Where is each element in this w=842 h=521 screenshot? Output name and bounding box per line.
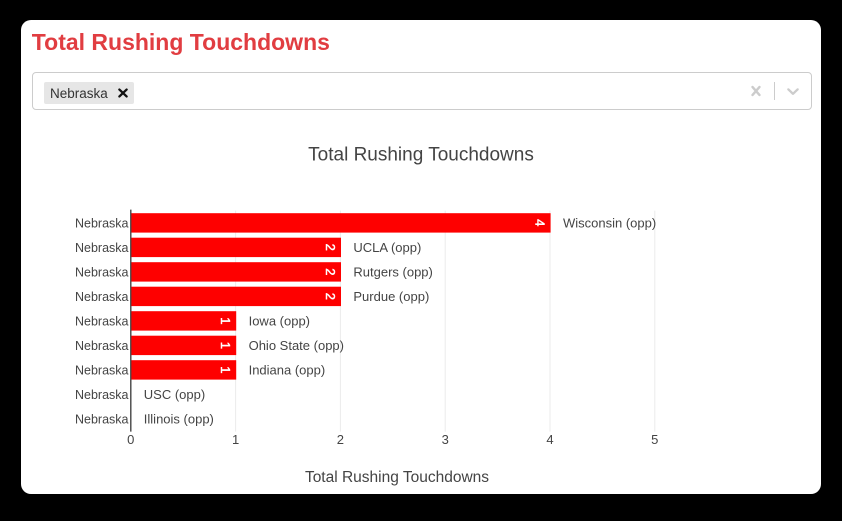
svg-text:Illinois (opp): Illinois (opp)	[144, 412, 214, 427]
svg-text:2: 2	[337, 432, 344, 447]
svg-text:Nebraska: Nebraska	[75, 363, 129, 377]
svg-text:Nebraska: Nebraska	[75, 314, 129, 328]
svg-text:Purdue (opp): Purdue (opp)	[353, 289, 429, 304]
svg-text:UCLA (opp): UCLA (opp)	[353, 240, 421, 255]
svg-text:Wisconsin (opp): Wisconsin (opp)	[563, 216, 656, 231]
svg-text:2: 2	[323, 268, 338, 275]
svg-text:1: 1	[218, 366, 233, 373]
svg-text:2: 2	[323, 293, 338, 300]
svg-text:Nebraska: Nebraska	[75, 339, 129, 353]
svg-text:2: 2	[323, 244, 338, 251]
svg-text:Nebraska: Nebraska	[75, 388, 129, 402]
svg-text:3: 3	[442, 432, 449, 447]
svg-text:4: 4	[532, 219, 547, 226]
svg-text:Total Rushing Touchdowns: Total Rushing Touchdowns	[305, 469, 489, 486]
svg-text:0: 0	[127, 432, 134, 447]
svg-text:1: 1	[232, 432, 239, 447]
svg-text:Nebraska: Nebraska	[75, 241, 129, 255]
svg-text:Nebraska: Nebraska	[75, 290, 129, 304]
svg-text:Rutgers (opp): Rutgers (opp)	[353, 265, 432, 280]
svg-text:Iowa (opp): Iowa (opp)	[249, 314, 310, 329]
svg-text:Nebraska: Nebraska	[75, 412, 129, 426]
svg-text:Indiana (opp): Indiana (opp)	[249, 363, 326, 378]
svg-text:Total Rushing Touchdowns: Total Rushing Touchdowns	[308, 145, 534, 166]
svg-text:Ohio State (opp): Ohio State (opp)	[249, 338, 344, 353]
svg-text:4: 4	[546, 432, 553, 447]
svg-text:Nebraska: Nebraska	[75, 216, 129, 230]
svg-text:USC (opp): USC (opp)	[144, 387, 205, 402]
svg-text:1: 1	[218, 342, 233, 349]
svg-text:5: 5	[651, 432, 658, 447]
svg-text:Nebraska: Nebraska	[75, 265, 129, 279]
svg-text:1: 1	[218, 317, 233, 324]
